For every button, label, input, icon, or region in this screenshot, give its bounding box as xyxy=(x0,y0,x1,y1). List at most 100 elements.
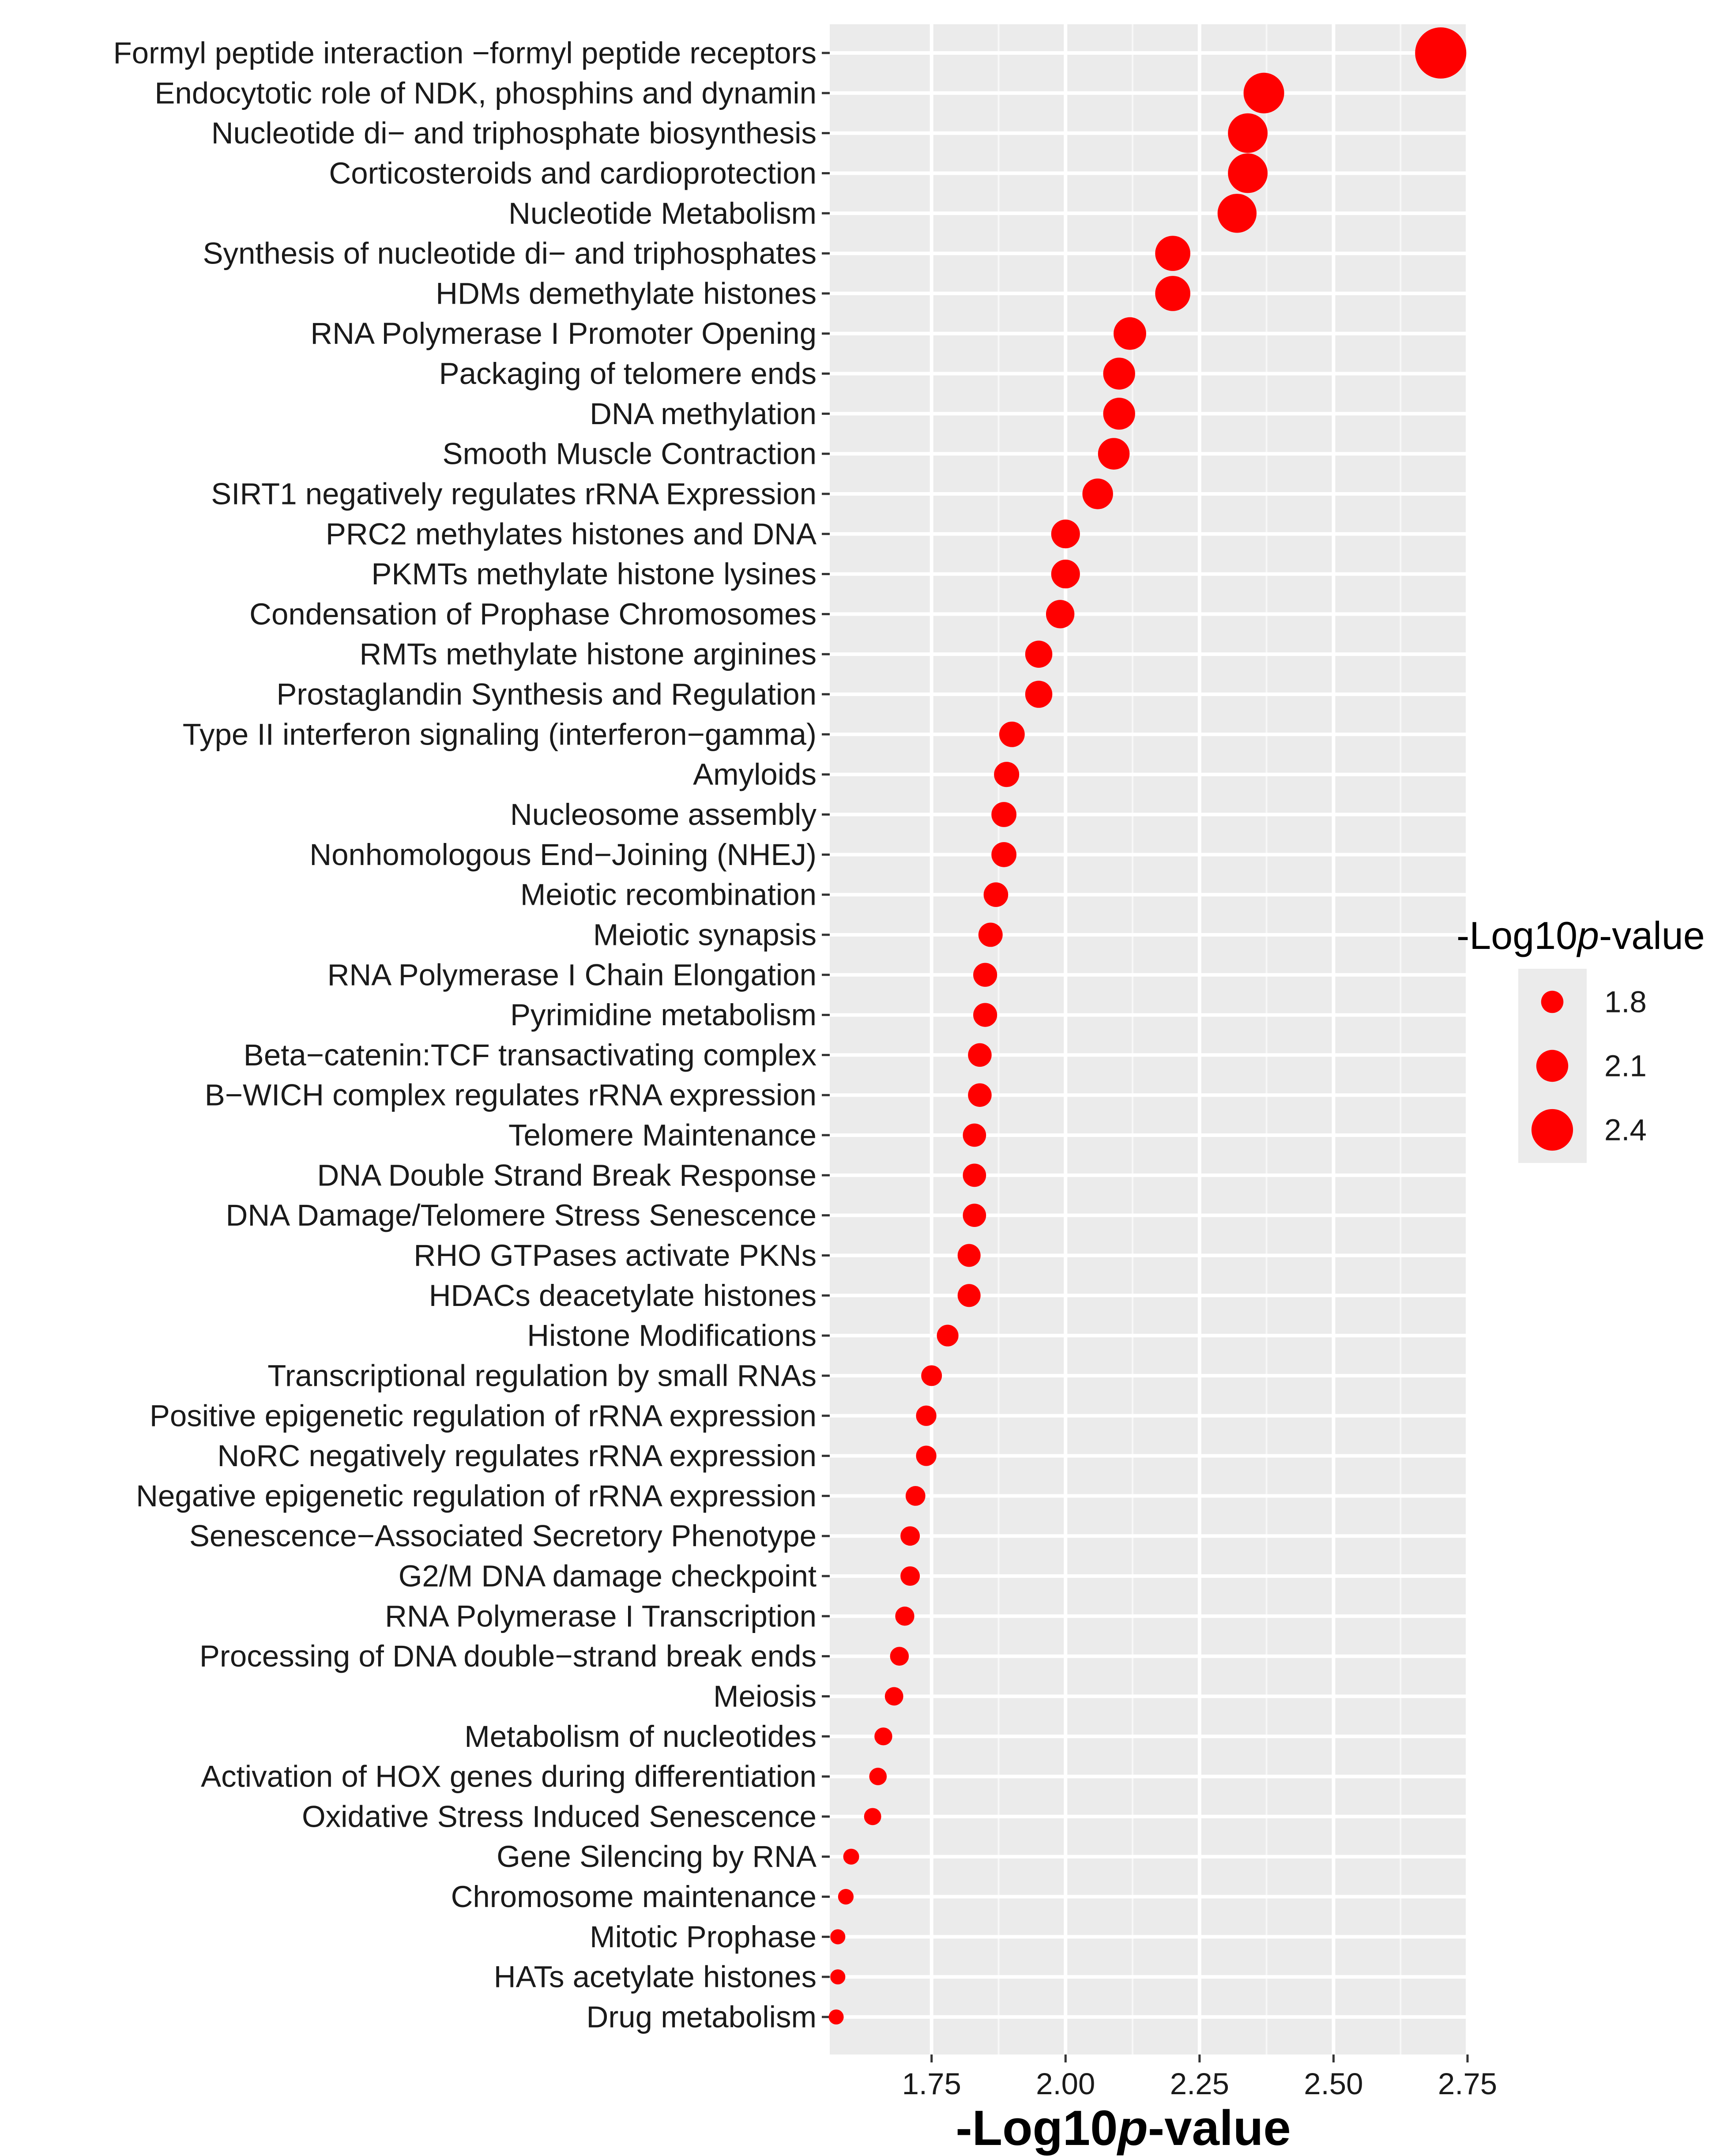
data-point xyxy=(830,1929,846,1945)
data-point xyxy=(1217,194,1257,233)
data-point xyxy=(963,1163,986,1187)
legend-key-label: 2.4 xyxy=(1604,1113,1647,1147)
y-tick-label: Smooth Muscle Contraction xyxy=(442,437,817,471)
data-point xyxy=(1228,153,1268,193)
data-point xyxy=(968,1083,992,1107)
y-tick-label: Meiotic recombination xyxy=(520,878,817,912)
legend-key-point xyxy=(1531,1109,1573,1151)
y-tick-label: Metabolism of nucleotides xyxy=(464,1720,817,1753)
data-point xyxy=(905,1486,926,1506)
data-point xyxy=(994,762,1020,787)
y-tick-label: Endocytotic role of NDK, phosphins and d… xyxy=(154,76,817,110)
legend: 1.8 2.1 2.4 xyxy=(1518,969,1647,1163)
data-point xyxy=(895,1607,914,1626)
legend-key-point xyxy=(1541,990,1564,1013)
y-tick-label: DNA Damage/Telomere Stress Senescence xyxy=(226,1198,817,1232)
data-point xyxy=(890,1647,909,1666)
y-tick-label: Negative epigenetic regulation of rRNA e… xyxy=(136,1479,817,1513)
y-tick-label: PRC2 methylates histones and DNA xyxy=(326,517,817,551)
y-tick-label: Telomere Maintenance xyxy=(508,1118,817,1152)
data-point xyxy=(978,922,1003,947)
y-tick-label: NoRC negatively regulates rRNA expressio… xyxy=(217,1439,817,1473)
data-point xyxy=(830,1969,846,1985)
x-axis: 1.75 2.00 2.25 2.50 2.75 xyxy=(902,2054,1497,2101)
data-point xyxy=(1051,519,1080,549)
data-point xyxy=(991,802,1017,827)
y-tick-label: Formyl peptide interaction −formyl pepti… xyxy=(113,36,817,70)
data-point xyxy=(864,1808,881,1825)
y-tick-label: Activation of HOX genes during different… xyxy=(201,1760,817,1794)
data-point xyxy=(874,1727,892,1746)
x-axis-title: -Log10p-value xyxy=(956,2100,1291,2156)
data-point xyxy=(1415,27,1467,79)
y-tick-label: RMTs methylate histone arginines xyxy=(360,637,817,671)
y-tick-label: Positive epigenetic regulation of rRNA e… xyxy=(150,1399,817,1433)
y-axis-labels: Formyl peptide interaction −formyl pepti… xyxy=(113,36,817,2034)
grid-major xyxy=(830,24,1469,2054)
y-tick-label: Histone Modifications xyxy=(527,1319,817,1353)
data-point xyxy=(957,1244,981,1267)
y-tick-label: RHO GTPases activate PKNs xyxy=(414,1238,817,1272)
y-tick-label: HDMs demethylate histones xyxy=(436,276,817,310)
y-tick-label: Packaging of telomere ends xyxy=(439,357,817,391)
y-tick-label: Amyloids xyxy=(693,757,817,791)
y-tick-label: Prostaglandin Synthesis and Regulation xyxy=(276,677,817,711)
data-point xyxy=(900,1566,920,1586)
data-point xyxy=(973,963,997,987)
data-point xyxy=(916,1445,937,1466)
data-point xyxy=(999,721,1025,747)
y-axis-ticks xyxy=(822,52,830,2018)
y-tick-label: Nonhomologous End−Joining (NHEJ) xyxy=(309,838,817,872)
y-tick-label: DNA methylation xyxy=(590,397,817,431)
data-point xyxy=(963,1123,986,1147)
y-tick-label: Nucleotide di− and triphosphate biosynth… xyxy=(211,116,817,150)
data-point xyxy=(1103,398,1135,430)
data-point xyxy=(991,842,1017,867)
data-point xyxy=(1046,600,1075,628)
y-tick-label: G2/M DNA damage checkpoint xyxy=(399,1559,817,1593)
y-tick-label: Transcriptional regulation by small RNAs xyxy=(267,1358,817,1392)
data-point xyxy=(1228,113,1268,153)
y-tick-label: PKMTs methylate histone lysines xyxy=(371,557,817,591)
legend-key-label: 1.8 xyxy=(1604,985,1647,1019)
grid-minor xyxy=(997,24,1402,2054)
data-point xyxy=(916,1405,937,1426)
y-tick-label: RNA Polymerase I Promoter Opening xyxy=(310,316,817,350)
x-tick-label: 2.25 xyxy=(1170,2067,1229,2101)
data-point xyxy=(1051,560,1080,589)
data-point xyxy=(937,1324,959,1347)
data-point xyxy=(838,1889,854,1905)
y-tick-label: B−WICH complex regulates rRNA expression xyxy=(205,1078,817,1112)
data-point xyxy=(983,882,1008,907)
y-tick-label: Synthesis of nucleotide di− and triphosp… xyxy=(203,237,817,271)
legend-key-point xyxy=(1536,1050,1569,1082)
data-point xyxy=(869,1768,887,1785)
data-point xyxy=(1025,681,1053,708)
x-tick-label: 2.00 xyxy=(1036,2067,1095,2101)
y-tick-label: Processing of DNA double−strand break en… xyxy=(199,1639,817,1673)
data-point xyxy=(1243,72,1284,113)
y-tick-label: Chromosome maintenance xyxy=(451,1880,817,1914)
y-tick-label: Condensation of Prophase Chromosomes xyxy=(249,597,817,631)
data-point xyxy=(1082,478,1113,509)
data-point xyxy=(1114,317,1146,350)
y-tick-label: HDACs deacetylate histones xyxy=(429,1279,817,1313)
data-point xyxy=(968,1043,992,1067)
data-point xyxy=(828,2009,844,2024)
y-tick-label: Nucleotide Metabolism xyxy=(508,196,817,230)
y-tick-label: RNA Polymerase I Transcription xyxy=(385,1599,817,1633)
y-tick-label: Type II interferon signaling (interferon… xyxy=(183,717,817,751)
data-point xyxy=(1098,438,1130,470)
y-tick-label: Corticosteroids and cardioprotection xyxy=(329,156,817,190)
data-point xyxy=(900,1526,920,1546)
data-point xyxy=(963,1204,986,1227)
legend-title: -Log10p-value xyxy=(1456,914,1705,957)
data-point xyxy=(884,1687,903,1706)
data-point xyxy=(957,1284,981,1307)
y-tick-label: Mitotic Prophase xyxy=(590,1920,817,1954)
plot-panel xyxy=(830,24,1468,2054)
data-point xyxy=(1025,640,1053,668)
x-tick-label: 2.50 xyxy=(1304,2067,1363,2101)
y-tick-label: RNA Polymerase I Chain Elongation xyxy=(327,958,817,992)
